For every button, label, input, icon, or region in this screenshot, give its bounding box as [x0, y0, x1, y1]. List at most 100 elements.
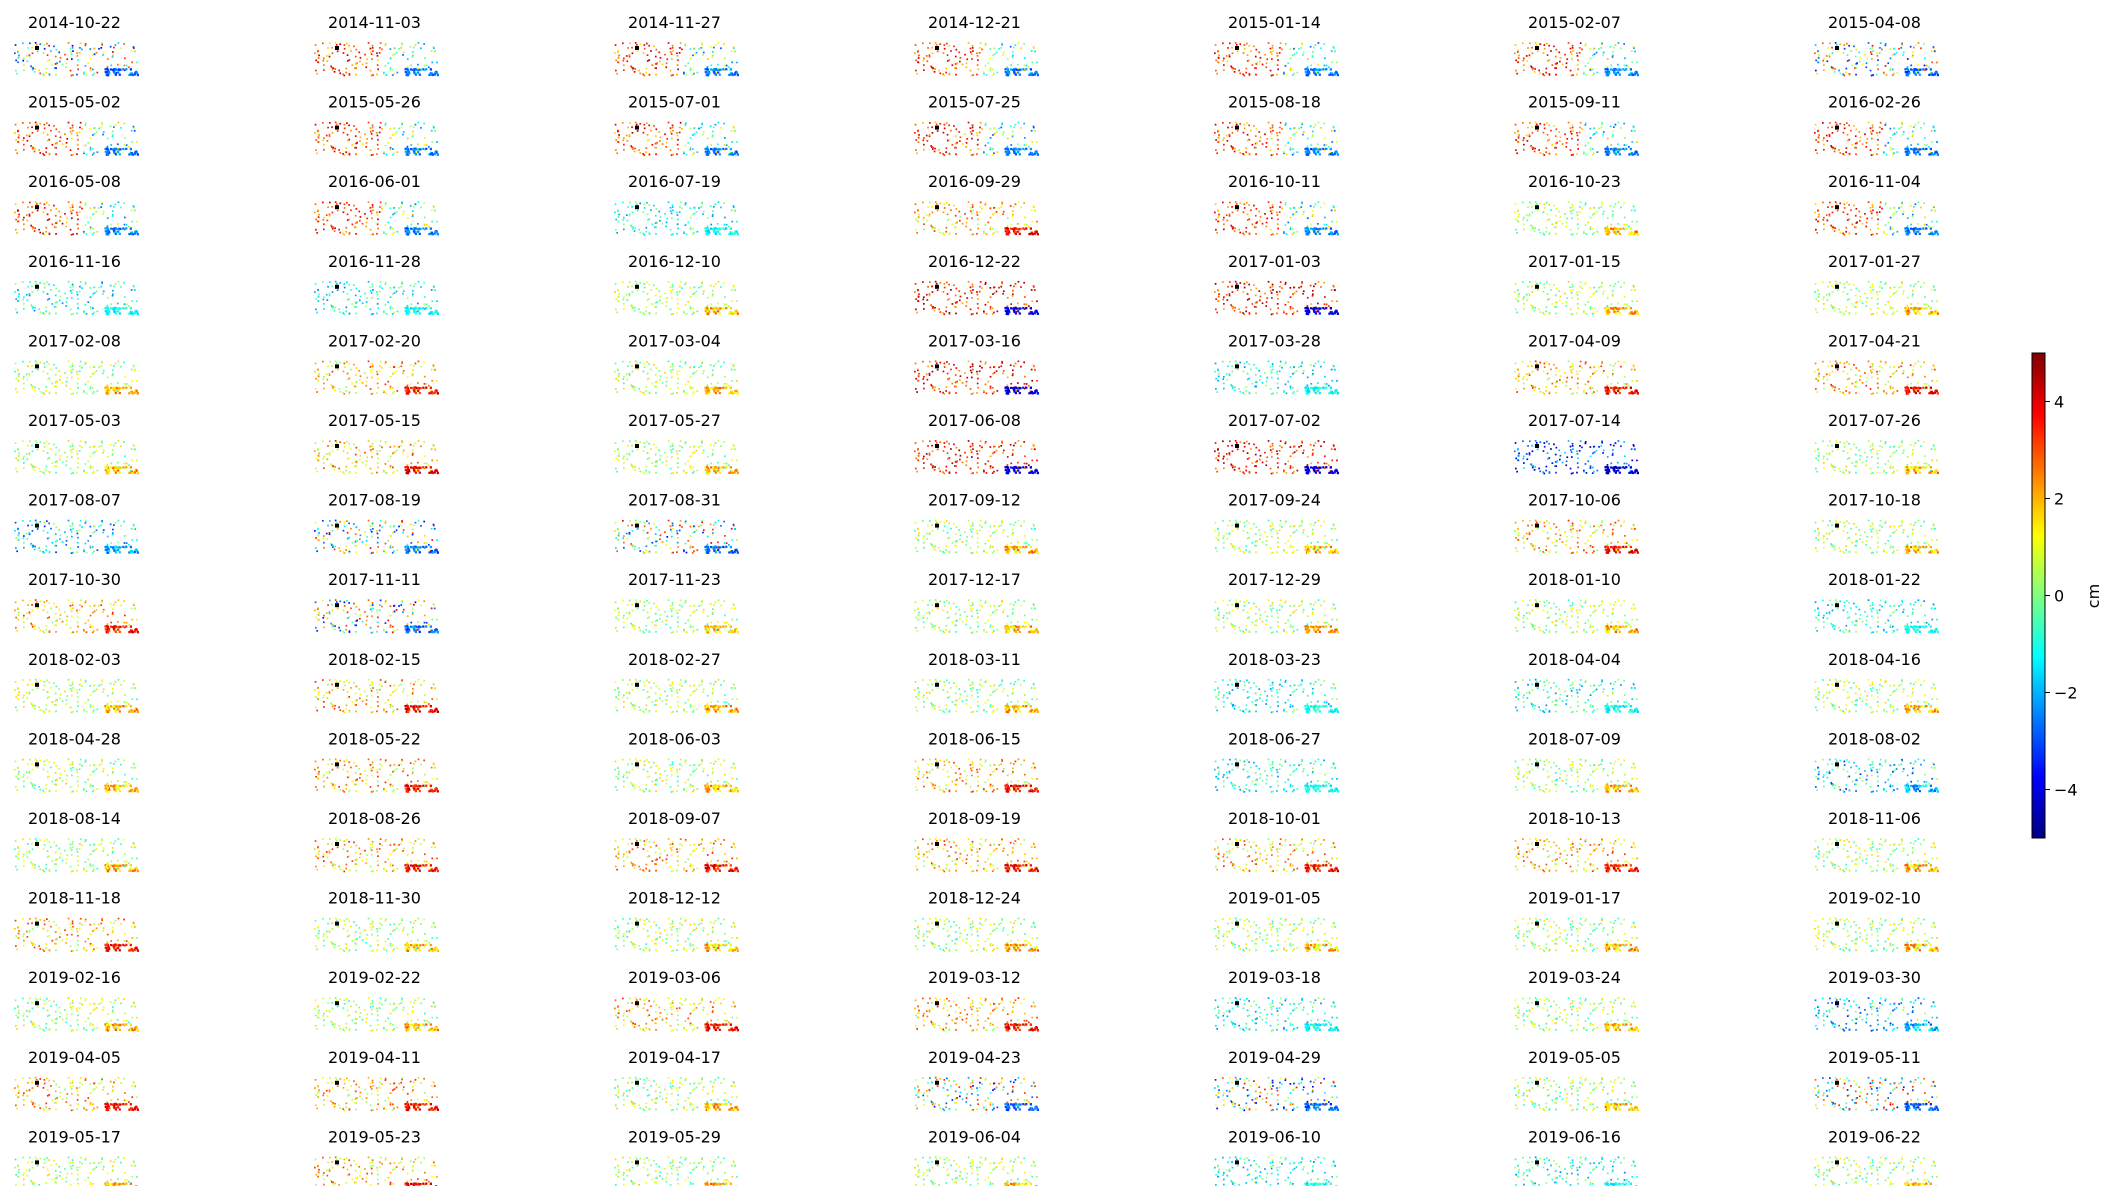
scatter-point [1276, 303, 1279, 305]
scatter-point [1923, 43, 1925, 45]
scatter-point [931, 291, 934, 293]
scatter-point [117, 201, 120, 203]
scatter-point [1593, 47, 1595, 50]
panel: 2016-10-11 [1214, 172, 1339, 236]
scatter-point [1629, 72, 1632, 74]
scatter-point [1010, 227, 1013, 230]
scatter-point [626, 299, 629, 301]
scatter-point [993, 152, 995, 155]
scatter-point [1576, 223, 1579, 226]
scatter-point [1887, 221, 1890, 224]
scatter-point [1314, 123, 1317, 126]
scatter-point [1631, 220, 1634, 223]
scatter-point [338, 69, 340, 72]
scatter-point [33, 230, 36, 232]
scatter-point [323, 148, 325, 151]
reference-point-marker [935, 125, 939, 130]
scatter-point [942, 291, 945, 293]
scatter-point [1576, 153, 1578, 155]
scatter-point [1612, 213, 1614, 216]
panel: 2015-07-01 [614, 93, 739, 156]
scatter-point [655, 226, 657, 229]
reference-point-marker [35, 205, 39, 210]
scatter-point [1248, 298, 1251, 300]
panel-title: 2016-06-01 [328, 172, 421, 191]
scatter-point [1534, 147, 1536, 150]
scatter-point [1869, 127, 1872, 129]
scatter-point [927, 126, 929, 129]
scatter-point [1830, 145, 1832, 147]
scatter-point [672, 289, 674, 291]
scatter-point [84, 122, 87, 125]
scatter-point [385, 312, 388, 315]
scatter-point [423, 69, 426, 72]
scatter-point [32, 306, 34, 308]
scatter-point [317, 61, 319, 63]
scatter-point [1593, 232, 1595, 234]
scatter-point [406, 309, 409, 312]
scatter-point [354, 306, 356, 308]
scatter-point [331, 211, 334, 214]
scatter-point [718, 312, 721, 315]
scatter-point [1313, 151, 1316, 154]
scatter-point [376, 52, 378, 55]
scatter-point [934, 68, 936, 70]
scatter-point [914, 283, 917, 285]
scatter-point [106, 58, 109, 60]
scatter-point [112, 54, 114, 57]
scatter-point [1245, 147, 1248, 149]
scatter-point [1515, 69, 1517, 72]
scatter-point [667, 201, 670, 203]
scatter-point [669, 290, 672, 292]
scatter-point [119, 68, 122, 71]
scatter-point [992, 134, 994, 136]
scatter-point [1571, 124, 1574, 127]
scatter-point [1269, 127, 1272, 129]
scatter-point [1933, 47, 1935, 49]
scatter-point [622, 281, 624, 283]
scatter-point [1335, 231, 1338, 234]
scatter-point [1317, 302, 1319, 305]
scatter-point [733, 206, 735, 208]
scatter-point [43, 313, 46, 316]
scatter-point [1625, 223, 1628, 226]
scatter-point [670, 212, 673, 215]
scatter-point [730, 311, 734, 314]
scatter-point [1614, 44, 1617, 46]
scatter-point [1931, 141, 1934, 143]
scatter-point [1017, 143, 1019, 146]
scatter-point [39, 43, 42, 45]
scatter-point [1635, 231, 1638, 234]
scatter-point [34, 227, 36, 229]
scatter-point [648, 312, 651, 314]
scatter-point [969, 130, 972, 133]
scatter-point [381, 287, 383, 289]
scatter-point [1584, 203, 1587, 206]
scatter-point [1542, 73, 1544, 76]
scatter-point [1592, 134, 1594, 136]
scatter-point [1848, 232, 1851, 235]
scatter-point [972, 50, 974, 52]
scatter-point [429, 310, 432, 313]
scatter-point [671, 47, 674, 49]
scatter-point [133, 232, 136, 235]
scatter-point [317, 57, 320, 59]
scatter-point [993, 292, 996, 294]
scatter-point [1883, 230, 1885, 233]
scatter-point [95, 290, 98, 293]
scatter-point [1934, 230, 1937, 234]
scatter-point [1334, 71, 1337, 74]
scatter-point [38, 228, 40, 231]
scatter-point [1925, 223, 1928, 226]
scatter-point [1546, 201, 1548, 204]
scatter-point [648, 124, 650, 127]
scatter-point [1281, 207, 1283, 210]
scatter-point [42, 52, 45, 54]
scatter-point [984, 303, 987, 306]
scatter-point [1569, 149, 1572, 151]
scatter-point [1567, 121, 1570, 124]
scatter-point [18, 293, 20, 295]
scatter-point [35, 44, 38, 46]
scatter-point [109, 284, 112, 287]
scatter-point [46, 293, 49, 295]
